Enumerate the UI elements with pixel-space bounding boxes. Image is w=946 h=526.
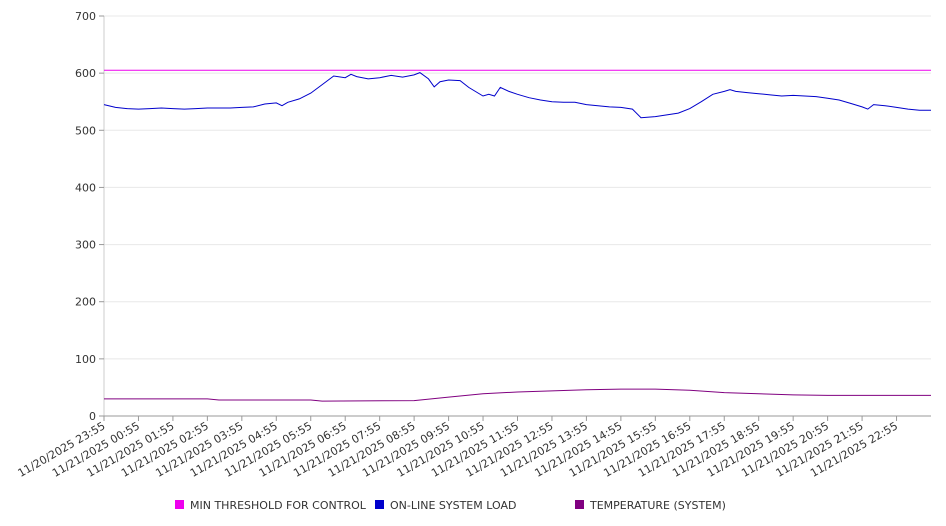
series-line-1 <box>103 72 931 119</box>
legend-swatch <box>375 500 384 509</box>
legend-label: TEMPERATURE (SYSTEM) <box>589 499 726 512</box>
y-tick-label: 500 <box>75 124 96 137</box>
legend-swatch <box>175 500 184 509</box>
series-line-2 <box>104 388 931 402</box>
y-tick-label: 400 <box>75 181 96 194</box>
y-tick-label: 100 <box>75 353 96 366</box>
gridlines <box>104 15 931 360</box>
y-tick-label: 600 <box>75 67 96 80</box>
y-tick-label: 200 <box>75 296 96 309</box>
y-axis-ticks: 0 100 200 300 400 500 600 700 <box>75 10 104 423</box>
y-tick-label: 0 <box>89 410 96 423</box>
y-tick-label: 300 <box>75 239 96 252</box>
series-lines <box>103 69 931 402</box>
legend: MIN THRESHOLD FOR CONTROL ON-LINE SYSTEM … <box>175 499 726 512</box>
legend-label: ON-LINE SYSTEM LOAD <box>390 499 516 512</box>
y-tick-label: 700 <box>75 10 96 23</box>
legend-swatch <box>575 500 584 509</box>
axes <box>103 16 931 417</box>
legend-label: MIN THRESHOLD FOR CONTROL <box>190 499 367 512</box>
